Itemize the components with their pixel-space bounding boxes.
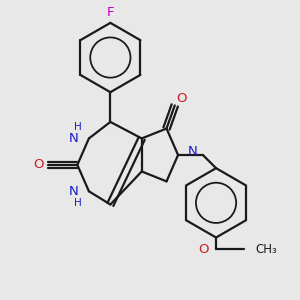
Text: CH₃: CH₃ [256, 243, 278, 256]
Text: N: N [69, 185, 78, 198]
Text: H: H [74, 198, 82, 208]
Text: O: O [198, 243, 209, 256]
Text: H: H [74, 122, 82, 132]
Text: O: O [33, 158, 44, 171]
Text: N: N [188, 145, 198, 158]
Text: N: N [69, 132, 78, 145]
Text: F: F [106, 6, 114, 19]
Text: O: O [176, 92, 187, 105]
